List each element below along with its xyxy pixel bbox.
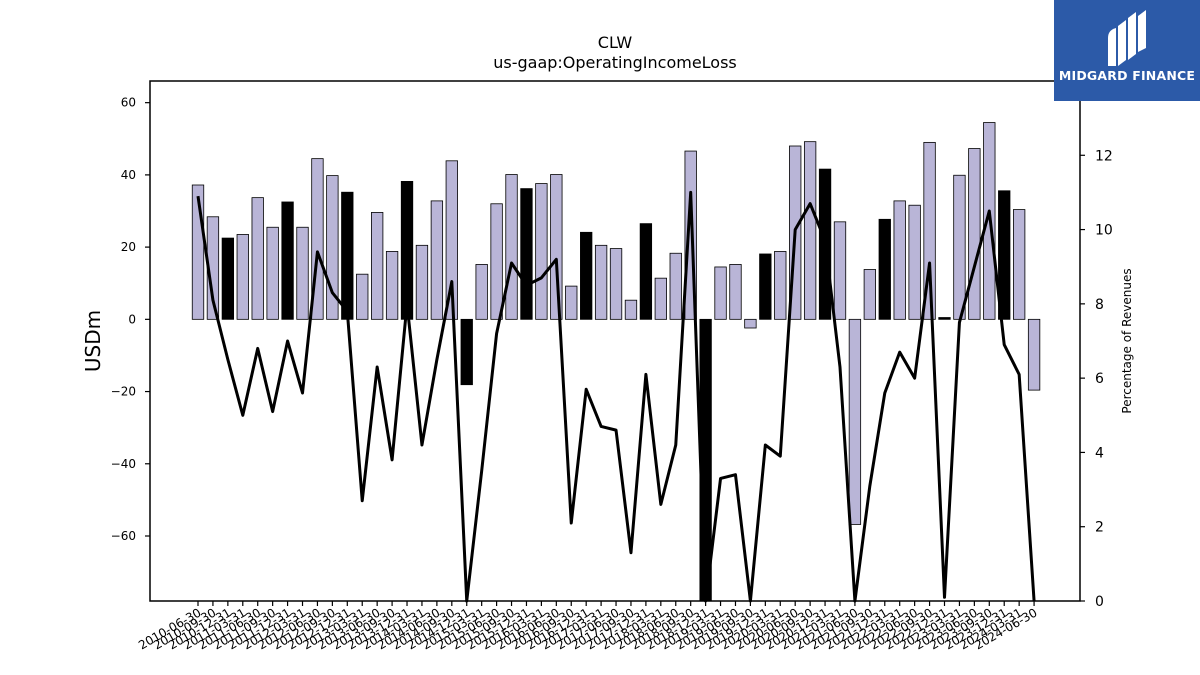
bar <box>356 273 369 320</box>
bar <box>863 269 876 320</box>
bar <box>371 212 384 320</box>
bar <box>774 251 787 320</box>
bar <box>833 221 847 320</box>
y2-tick-label: 6 <box>1095 371 1104 387</box>
y-axis-left: −60 −40 −20 0 20 40 60 <box>111 96 150 543</box>
bar <box>624 299 638 320</box>
bar <box>714 266 727 320</box>
bar <box>475 264 488 320</box>
bar <box>415 244 429 320</box>
y-tick-label: −40 <box>111 457 136 471</box>
bar <box>520 188 533 320</box>
bar <box>535 183 548 320</box>
chart-title: CLW <box>598 33 633 52</box>
y-tick-label: 60 <box>121 96 136 110</box>
y-tick-label: −60 <box>111 529 136 543</box>
bar <box>654 277 667 320</box>
bar <box>505 174 518 320</box>
bar <box>281 201 294 320</box>
y-axis-right: 0 2 4 6 8 10 12 <box>1080 148 1113 610</box>
bar <box>848 318 862 525</box>
bar <box>953 174 966 320</box>
y2-tick-label: 2 <box>1095 520 1104 536</box>
bar <box>803 141 817 320</box>
bar <box>639 223 653 320</box>
y-tick-label: −20 <box>111 385 136 399</box>
bar <box>669 252 682 320</box>
bar <box>490 203 503 320</box>
bar <box>594 244 608 320</box>
x-axis: 2010-06-302010-09-302010-12-312011-03-31… <box>136 601 1040 652</box>
bar <box>445 160 458 320</box>
logo-text: MIDGARD FINANCE <box>1058 68 1196 83</box>
bar <box>251 197 264 320</box>
bar <box>341 191 354 320</box>
bar <box>266 226 279 320</box>
bar <box>729 264 742 320</box>
bar <box>580 231 593 320</box>
bar <box>893 200 906 320</box>
bar <box>1027 318 1041 391</box>
bar <box>1013 209 1026 320</box>
bar <box>430 200 444 320</box>
bar <box>385 251 399 320</box>
y-tick-label: 20 <box>121 240 136 254</box>
bar <box>609 248 623 320</box>
plot-frame <box>149 80 1081 602</box>
bar <box>908 204 921 320</box>
bar <box>311 158 324 320</box>
bar <box>221 237 235 320</box>
y-axis-label: USDm <box>81 310 105 372</box>
y-tick-label: 40 <box>121 168 136 182</box>
y2-tick-label: 8 <box>1095 297 1104 313</box>
bar <box>759 253 772 320</box>
bar <box>236 234 249 320</box>
percentage-line <box>196 190 1036 603</box>
y2-tick-label: 0 <box>1095 594 1104 610</box>
y2-tick-label: 4 <box>1095 445 1104 461</box>
bar <box>191 184 205 320</box>
midgard-logo-icon <box>1108 10 1146 66</box>
y2-tick-label: 12 <box>1095 148 1113 164</box>
bar <box>460 318 473 386</box>
chart-subtitle: us-gaap:OperatingIncomeLoss <box>493 53 737 72</box>
bar <box>923 141 936 320</box>
bar-series <box>191 122 1041 602</box>
bar <box>565 285 578 320</box>
bar <box>550 174 563 320</box>
y-tick-label: 0 <box>128 312 136 326</box>
y2-axis-label: Percentage of Revenues <box>1120 268 1134 413</box>
bar <box>998 190 1011 320</box>
bar <box>326 175 339 320</box>
bar <box>684 150 697 320</box>
bar <box>296 226 309 320</box>
bar <box>968 148 981 320</box>
bar <box>400 180 414 320</box>
y2-tick-label: 10 <box>1095 223 1113 239</box>
bar <box>938 317 951 320</box>
bar <box>878 218 891 320</box>
midgard-logo: MIDGARD FINANCE <box>1054 0 1200 101</box>
bar <box>744 318 757 329</box>
